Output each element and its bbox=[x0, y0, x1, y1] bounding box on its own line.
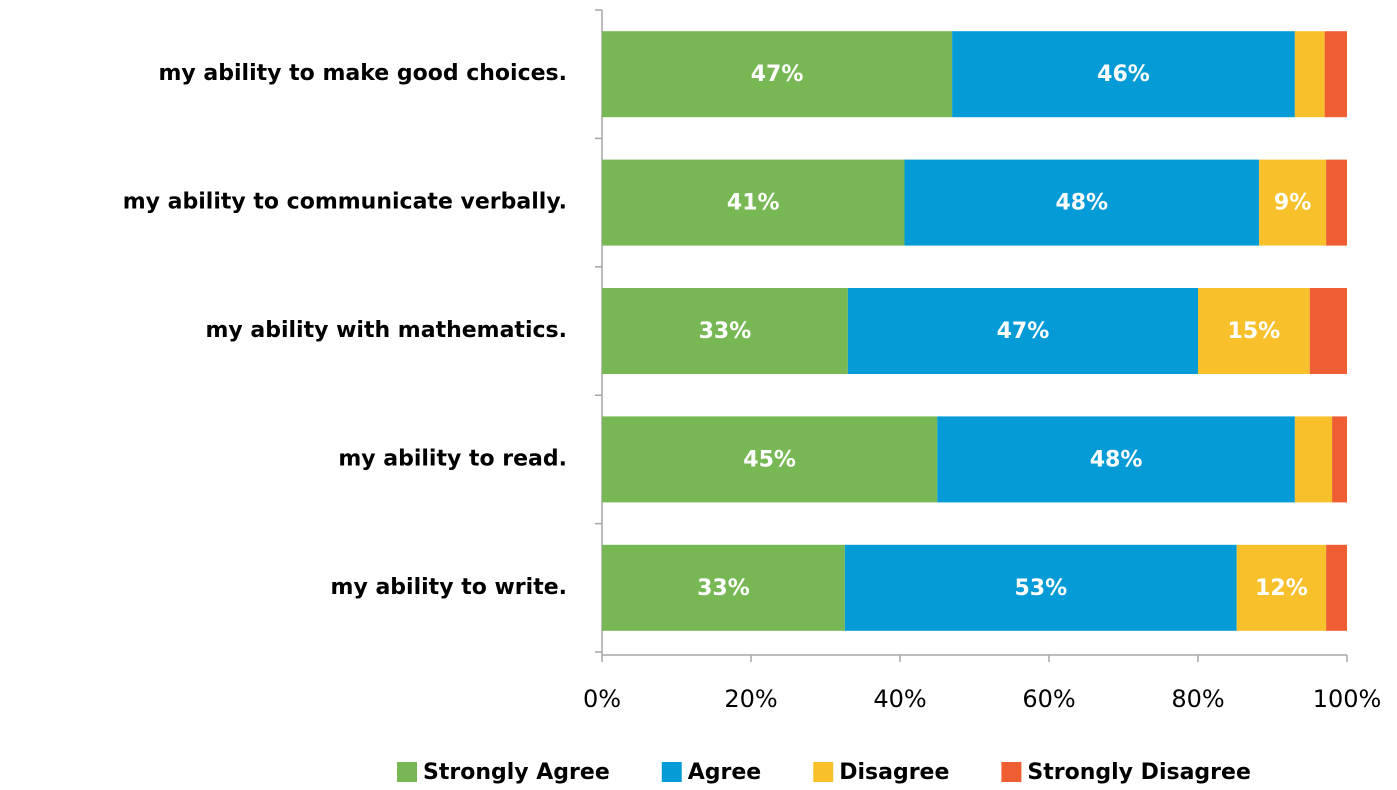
x-tick-label: 80% bbox=[1171, 685, 1224, 713]
x-tick-label: 100% bbox=[1313, 685, 1382, 713]
bar-segment bbox=[937, 416, 1295, 503]
x-tick-label: 0% bbox=[583, 685, 621, 713]
bar-segment bbox=[602, 416, 938, 503]
bar-segment bbox=[1294, 416, 1333, 503]
bar-segment bbox=[602, 31, 953, 118]
category-label: my ability to communicate verbally. bbox=[123, 190, 567, 215]
bar-segment bbox=[847, 288, 1198, 374]
bar-segment bbox=[1324, 31, 1347, 118]
category-label: my ability to read. bbox=[338, 446, 567, 471]
bar-segment bbox=[1259, 159, 1327, 246]
bar-segment bbox=[1326, 544, 1347, 631]
bar-segment bbox=[1198, 288, 1310, 374]
bar-segment bbox=[1294, 31, 1325, 118]
value-label: 47% bbox=[751, 62, 804, 87]
legend-swatch bbox=[397, 762, 417, 782]
value-label: 46% bbox=[1097, 62, 1150, 87]
value-label: 41% bbox=[727, 191, 780, 216]
category-label: my ability to write. bbox=[331, 575, 567, 600]
value-label: 15% bbox=[1228, 319, 1281, 344]
value-label: 48% bbox=[1090, 447, 1143, 472]
value-label: 45% bbox=[743, 447, 796, 472]
bar-segment bbox=[602, 288, 848, 374]
category-label: my ability with mathematics. bbox=[205, 318, 567, 343]
value-label: 48% bbox=[1055, 191, 1108, 216]
value-label: 53% bbox=[1014, 576, 1067, 601]
bar-segment bbox=[602, 159, 905, 246]
legend-label: Strongly Agree bbox=[423, 760, 610, 785]
legend-label: Agree bbox=[688, 760, 761, 785]
bar-segment bbox=[1309, 288, 1347, 374]
bar-segment bbox=[904, 159, 1260, 246]
value-label: 12% bbox=[1255, 576, 1308, 601]
value-label: 33% bbox=[699, 319, 752, 344]
value-label: 9% bbox=[1274, 191, 1311, 216]
bar-segment bbox=[1332, 416, 1347, 503]
value-label: 33% bbox=[697, 576, 750, 601]
bar-segment bbox=[1326, 159, 1347, 246]
bar-segment bbox=[844, 544, 1237, 631]
x-tick-label: 40% bbox=[873, 685, 926, 713]
x-tick-label: 60% bbox=[1022, 685, 1075, 713]
legend-label: Disagree bbox=[839, 760, 949, 785]
x-tick-label: 20% bbox=[724, 685, 777, 713]
bar-segment bbox=[1236, 544, 1327, 631]
category-label: my ability to make good choices. bbox=[159, 61, 568, 86]
legend-swatch bbox=[661, 762, 682, 782]
bar-segment bbox=[952, 31, 1295, 118]
legend-swatch bbox=[813, 762, 834, 782]
legend-swatch bbox=[1001, 762, 1022, 782]
legend-label: Strongly Disagree bbox=[1027, 760, 1250, 785]
value-label: 47% bbox=[997, 319, 1050, 344]
bar-segment bbox=[602, 544, 845, 631]
